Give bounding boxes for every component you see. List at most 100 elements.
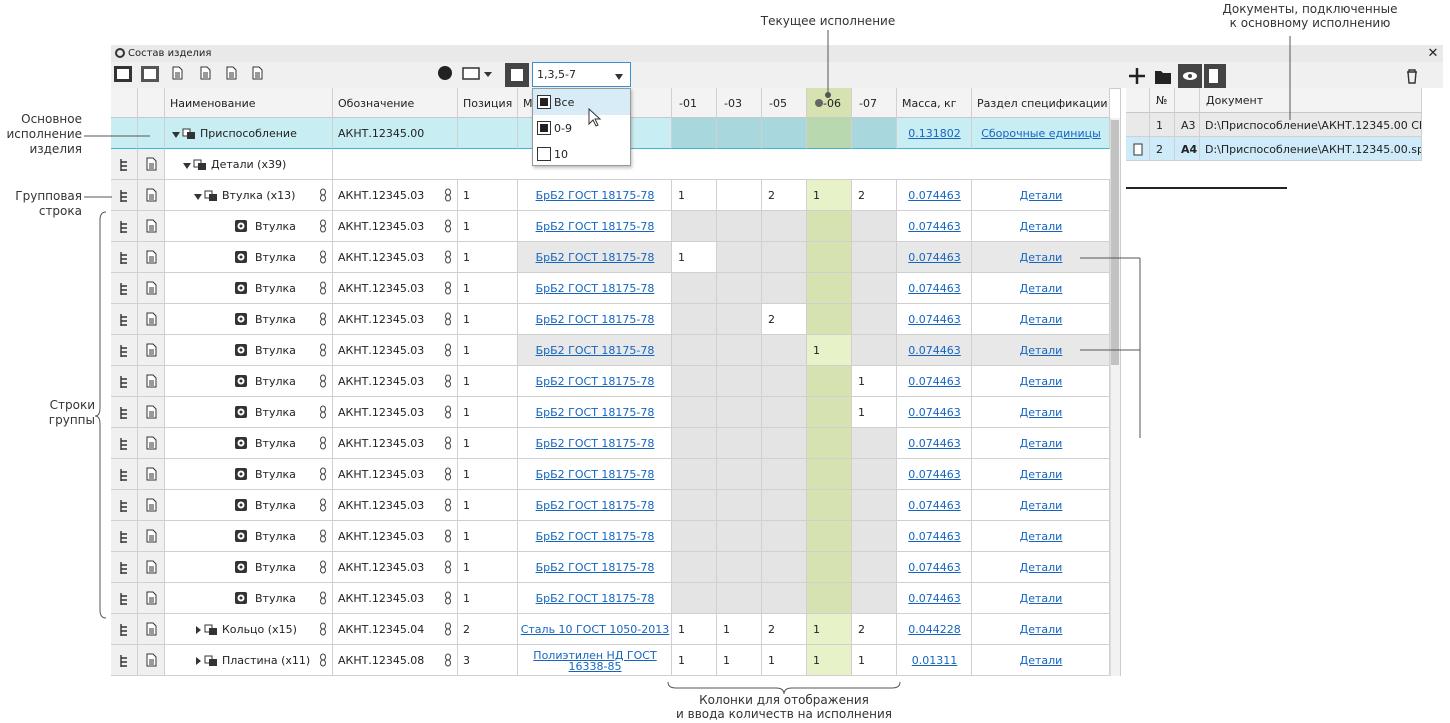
cell [972, 614, 1110, 645]
cell [518, 552, 672, 583]
cell [111, 211, 138, 242]
tree-icon [118, 530, 132, 544]
expander [192, 624, 203, 636]
cell [458, 645, 518, 676]
combo-arrow [613, 70, 625, 82]
item-icon [204, 188, 218, 202]
open-doc-glyph [1155, 71, 1171, 84]
cell [458, 211, 518, 242]
cell [852, 552, 897, 583]
cell [458, 459, 518, 490]
link-icon-glyph [445, 374, 451, 388]
item-icon-glyph [235, 561, 247, 573]
position: 2 [463, 623, 470, 636]
cell [807, 242, 852, 273]
cell [672, 614, 717, 645]
toolbar-button [170, 66, 184, 80]
cell [897, 645, 972, 676]
quantity: 2 [858, 623, 865, 636]
header-cell [138, 88, 165, 118]
cursor [588, 107, 604, 128]
cell [852, 521, 897, 552]
cell [717, 614, 762, 645]
cell [165, 149, 333, 180]
cell [717, 273, 762, 304]
doc-icon [144, 281, 158, 295]
doc-icon [144, 653, 158, 667]
link-icon-glyph [320, 622, 326, 636]
item-icon [204, 653, 218, 667]
cell [897, 428, 972, 459]
link-icon-glyph [445, 405, 451, 419]
link-icon-glyph [320, 219, 326, 233]
cell [333, 242, 458, 273]
quantity: 1 [678, 654, 685, 667]
toolbar-button [198, 66, 212, 80]
doc-file-icon [1132, 143, 1144, 156]
doc-icon [144, 498, 158, 512]
cell [897, 180, 972, 211]
link-icon [441, 591, 455, 605]
mass: 0.074463 [908, 375, 961, 388]
material: БрБ2 ГОСТ 18175-78 [535, 313, 655, 326]
filter-option: 0-9 [554, 121, 572, 135]
link-icon-glyph [320, 560, 326, 574]
mass: 0.074463 [908, 499, 961, 512]
cell [518, 521, 672, 552]
cell [897, 490, 972, 521]
designation: АКНТ.12345.03 [338, 189, 425, 202]
item-icon [234, 250, 248, 264]
material: Полиэтилен НД ГОСТ 16338-85 [533, 648, 657, 673]
cell [717, 211, 762, 242]
annotation: Документы, подключенные [1222, 2, 1398, 16]
cell [333, 149, 1110, 180]
quantity: 1 [768, 654, 775, 667]
position: 1 [463, 499, 470, 512]
cell [333, 180, 458, 211]
cell [762, 180, 807, 211]
tree-icon-glyph [120, 190, 127, 202]
cell [807, 645, 852, 676]
tree-icon-glyph [120, 624, 127, 636]
cell [762, 490, 807, 521]
cell [672, 242, 717, 273]
item-name: Втулка [255, 468, 296, 481]
annotation: исполнение [6, 127, 82, 141]
cell [972, 335, 1110, 366]
doc-icon-glyph [146, 157, 157, 171]
cell [458, 118, 518, 149]
cell [972, 490, 1110, 521]
link-icon [316, 498, 330, 512]
expander-glyph [196, 626, 201, 634]
close-button: ✕ [1427, 46, 1439, 61]
cell [807, 552, 852, 583]
cell [518, 366, 672, 397]
cursor-glyph [588, 107, 602, 127]
header-cell [852, 88, 897, 118]
cell [807, 335, 852, 366]
doc-icon [144, 591, 158, 605]
link-icon-glyph [445, 560, 451, 574]
mass: 0.074463 [908, 189, 961, 202]
link-icon [441, 405, 455, 419]
doc-cell [1150, 113, 1175, 137]
cell [852, 397, 897, 428]
cell [852, 242, 897, 273]
cell [807, 521, 852, 552]
cell [852, 459, 897, 490]
link-icon [441, 312, 455, 326]
link-icon [316, 436, 330, 450]
header-label: -05 [769, 96, 787, 110]
link-icon-glyph [445, 188, 451, 202]
material: БрБ2 ГОСТ 18175-78 [535, 437, 655, 450]
cell [165, 459, 333, 490]
checkbox [537, 147, 551, 161]
cell [518, 397, 672, 428]
item-icon [234, 436, 248, 450]
item-icon [234, 219, 248, 233]
cell [333, 614, 458, 645]
cell [458, 583, 518, 614]
cell [111, 242, 138, 273]
cell [762, 211, 807, 242]
expander [192, 655, 203, 667]
